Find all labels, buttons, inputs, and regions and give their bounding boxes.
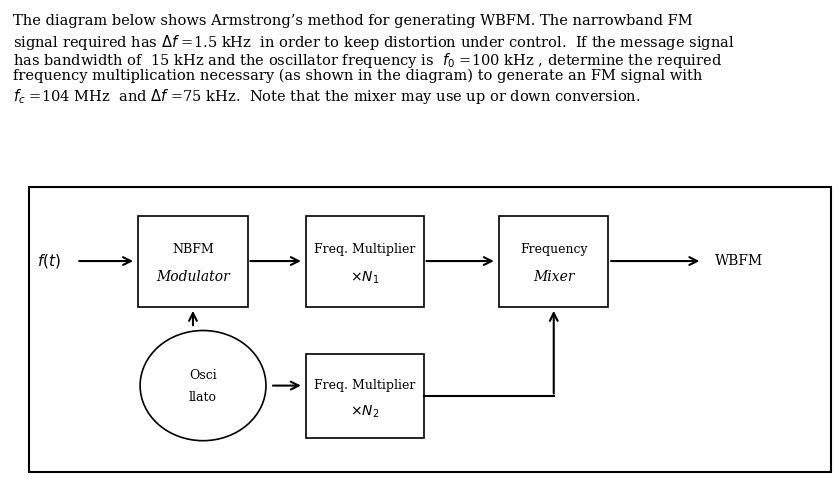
Text: NBFM: NBFM — [172, 243, 214, 256]
Text: Modulator: Modulator — [156, 271, 230, 285]
Text: $\times N_1$: $\times N_1$ — [351, 269, 379, 285]
Bar — [499, 216, 608, 307]
Text: $f_c$ =104 MHz  and $\Delta f$ =75 kHz.  Note that the mixer may use up or down : $f_c$ =104 MHz and $\Delta f$ =75 kHz. N… — [13, 87, 640, 106]
Text: $\times N_2$: $\times N_2$ — [351, 403, 379, 420]
Bar — [29, 187, 831, 472]
Text: signal required has $\Delta f$ =1.5 kHz  in order to keep distortion under contr: signal required has $\Delta f$ =1.5 kHz … — [13, 33, 734, 52]
Text: Freq. Multiplier: Freq. Multiplier — [315, 243, 415, 256]
Bar — [306, 354, 424, 438]
Bar — [306, 216, 424, 307]
Text: Frequency: Frequency — [520, 243, 587, 256]
Bar — [138, 216, 248, 307]
Text: Freq. Multiplier: Freq. Multiplier — [315, 379, 415, 392]
Text: $f(t)$: $f(t)$ — [37, 252, 60, 270]
Text: Mixer: Mixer — [533, 271, 575, 285]
Text: Osci: Osci — [189, 369, 217, 382]
Text: llato: llato — [189, 391, 217, 404]
Ellipse shape — [140, 331, 266, 441]
Text: WBFM: WBFM — [715, 254, 763, 268]
Text: The diagram below shows Armstrong’s method for generating WBFM. The narrowband F: The diagram below shows Armstrong’s meth… — [13, 14, 692, 28]
Text: frequency multiplication necessary (as shown in the diagram) to generate an FM s: frequency multiplication necessary (as s… — [13, 69, 702, 83]
Text: has bandwidth of  15 kHz and the oscillator frequency is  $f_0$ =100 kHz , deter: has bandwidth of 15 kHz and the oscillat… — [13, 51, 722, 70]
